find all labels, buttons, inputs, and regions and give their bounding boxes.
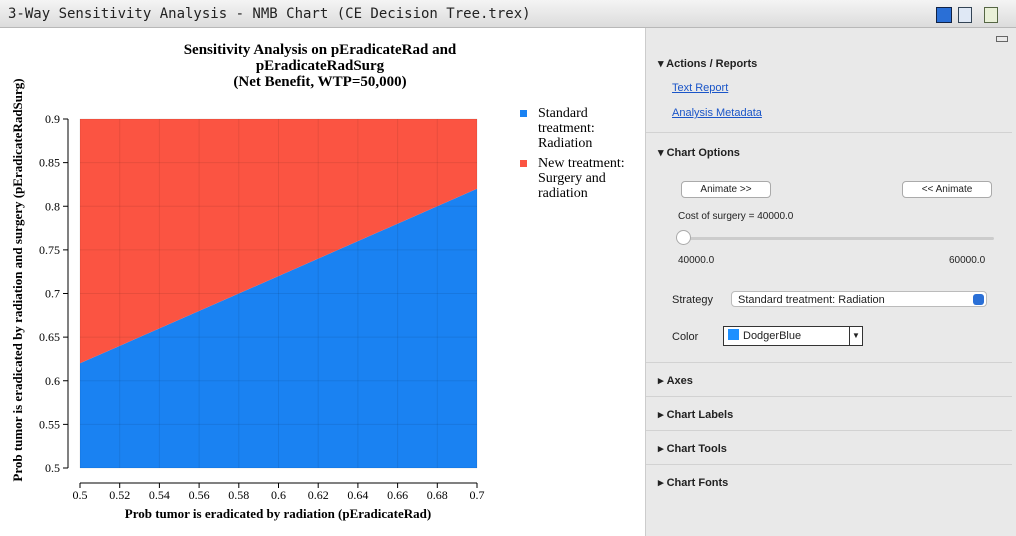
section-title: Chart Fonts	[666, 477, 729, 489]
legend-swatch	[520, 110, 527, 117]
x-tick-label: 0.54	[149, 488, 170, 502]
slider-max: 60000.0	[949, 255, 986, 266]
x-tick-label: 0.56	[189, 488, 210, 502]
x-axis-label: Prob tumor is eradicated by radiation (p…	[125, 506, 431, 521]
divider	[646, 132, 1012, 133]
legend: Standard treatment: Radiation New treatme…	[520, 106, 638, 206]
x-tick-label: 0.66	[387, 488, 408, 502]
section-header[interactable]: ▸ Chart Tools	[658, 443, 727, 455]
y-tick-label: 0.65	[39, 330, 60, 344]
legend-label: Standard treatment: Radiation	[538, 106, 595, 151]
section-title: Chart Labels	[666, 409, 734, 421]
section-header[interactable]: ▾ Actions / Reports	[658, 58, 758, 70]
legend-entry: Standard treatment: Radiation	[520, 106, 638, 151]
section-header[interactable]: ▸ Chart Labels	[658, 409, 734, 421]
title-line: Sensitivity Analysis on pEradicateRad an…	[183, 42, 457, 58]
y-tick-label: 0.55	[39, 417, 60, 431]
minimize-icon[interactable]	[996, 36, 1008, 42]
slider-label: Cost of surgery = 40000.0	[678, 211, 794, 222]
divider	[646, 430, 1012, 431]
section-title: Chart Options	[666, 147, 740, 159]
divider	[646, 464, 1012, 465]
legend-label: New treatment: Surgery and radiation	[538, 156, 625, 201]
field-label: Color	[672, 331, 699, 343]
slider-min: 40000.0	[678, 255, 715, 266]
area	[80, 119, 477, 364]
y-tick-label: 0.8	[45, 199, 60, 213]
color-select[interactable]: DodgerBlue ▼	[723, 326, 863, 346]
x-tick-label: 0.62	[308, 488, 329, 502]
title-bar: 3-Way Sensitivity Analysis - NMB Chart (…	[0, 0, 1016, 28]
area	[80, 188, 477, 469]
section-title: Chart Tools	[666, 443, 727, 455]
slider-track[interactable]	[684, 237, 994, 240]
y-tick-label: 0.9	[45, 112, 60, 126]
y-axis-label: Prob tumor is eradicated by radiation an…	[10, 78, 25, 481]
export-icon[interactable]	[984, 7, 998, 23]
select-value: Standard treatment: Radiation	[738, 294, 885, 306]
window-title: 3-Way Sensitivity Analysis - NMB Chart (…	[8, 6, 531, 22]
title-line: (Net Benefit, WTP=50,000)	[233, 74, 407, 90]
strategy-select[interactable]: Standard treatment: Radiation	[731, 291, 987, 307]
y-tick-label: 0.7	[45, 287, 60, 301]
divider	[646, 362, 1012, 363]
button[interactable]: << Animate	[902, 181, 992, 198]
chart-title: Sensitivity Analysis on pEradicateRad an…	[170, 42, 470, 90]
side-panel: ▾ Actions / Reports Text Report Analysis…	[645, 28, 1016, 536]
y-tick-label: 0.85	[39, 156, 60, 170]
section-header[interactable]: ▸ Chart Fonts	[658, 477, 729, 489]
button[interactable]: Animate >>	[681, 181, 771, 198]
x-tick-label: 0.6	[271, 488, 286, 502]
section-title: Axes	[666, 375, 693, 387]
chart: Prob tumor is eradicated by radiation an…	[10, 78, 485, 521]
copy-icon[interactable]	[958, 7, 972, 23]
y-tick-label: 0.6	[45, 374, 60, 388]
section-header[interactable]: ▸ Axes	[658, 375, 693, 387]
legend-entry: New treatment: Surgery and radiation	[520, 156, 638, 201]
y-tick-label: 0.75	[39, 243, 60, 257]
x-tick-label: 0.52	[109, 488, 130, 502]
x-tick-label: 0.58	[228, 488, 249, 502]
field-label: Strategy	[672, 294, 713, 306]
title-line: pEradicateRadSurg	[255, 58, 385, 74]
section-title: Actions / Reports	[666, 58, 758, 70]
save-icon[interactable]	[936, 7, 952, 23]
section-header[interactable]: ▾ Chart Options	[658, 147, 740, 159]
slider-knob[interactable]	[676, 230, 691, 245]
link[interactable]: Analysis Metadata	[672, 107, 762, 119]
y-tick-label: 0.5	[45, 461, 60, 475]
link[interactable]: Text Report	[672, 82, 729, 94]
x-tick-label: 0.68	[427, 488, 448, 502]
x-tick-label: 0.64	[347, 488, 368, 502]
legend-swatch	[520, 160, 527, 167]
x-tick-label: 0.5	[73, 488, 88, 502]
select-value: DodgerBlue	[743, 330, 802, 342]
divider	[646, 396, 1012, 397]
x-tick-label: 0.7	[470, 488, 485, 502]
